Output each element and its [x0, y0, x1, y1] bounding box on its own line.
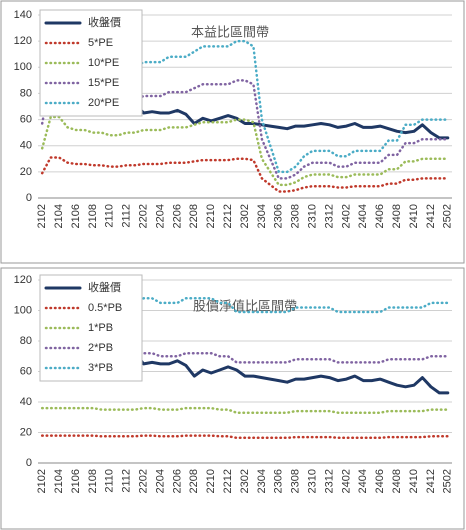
chart-title: 股價淨值比區間帶 [193, 298, 297, 313]
x-tick-label: 2304 [256, 204, 268, 228]
legend-label: 0.5*PB [88, 302, 122, 314]
y-tick-label: 20 [20, 426, 32, 438]
x-tick-label: 2204 [154, 469, 166, 493]
legend-label: 2*PB [88, 342, 113, 354]
y-tick-label: 80 [20, 87, 32, 99]
y-tick-label: 80 [20, 335, 32, 347]
x-tick-label: 2410 [408, 469, 420, 493]
y-tick-label: 40 [20, 140, 32, 152]
y-tick-label: 100 [14, 61, 32, 73]
x-tick-label: 2410 [408, 204, 420, 228]
x-tick-label: 2306 [273, 469, 285, 493]
x-tick-label: 2112 [121, 469, 133, 493]
x-tick-label: 2306 [273, 204, 285, 228]
legend-label: 20*PE [88, 97, 119, 109]
x-tick-label: 2502 [442, 204, 454, 228]
x-tick-label: 2404 [357, 204, 369, 228]
x-tick-label: 2308 [290, 469, 302, 493]
x-tick-label: 2402 [340, 469, 352, 493]
y-tick-label: 40 [20, 396, 32, 408]
x-tick-label: 2104 [53, 469, 65, 493]
x-tick-label: 2304 [256, 469, 268, 493]
x-tick-label: 2208 [188, 204, 200, 228]
y-tick-label: 140 [14, 9, 32, 21]
x-tick-label: 2202 [138, 204, 150, 228]
x-tick-label: 2502 [442, 469, 454, 493]
x-tick-label: 2302 [239, 469, 251, 493]
x-tick-label: 2108 [87, 204, 99, 228]
chart-title: 本益比區間帶 [191, 24, 269, 39]
x-tick-label: 2102 [36, 204, 48, 228]
legend-box [39, 274, 143, 382]
legend-label: 收盤價 [88, 15, 121, 29]
series-line [40, 406, 450, 414]
x-tick-label: 2110 [104, 204, 116, 228]
x-tick-label: 2212 [222, 204, 234, 228]
x-tick-label: 2106 [70, 204, 82, 228]
series-line [40, 115, 450, 187]
x-tick-label: 2110 [104, 469, 116, 493]
legend-box [39, 9, 143, 117]
series-line [40, 434, 450, 440]
x-tick-label: 2408 [391, 204, 403, 228]
x-tick-label: 2312 [323, 469, 335, 493]
x-tick-label: 2412 [425, 204, 437, 228]
x-tick-label: 2212 [222, 469, 234, 493]
legend-label: 1*PB [88, 322, 113, 334]
x-tick-label: 2310 [306, 469, 318, 493]
x-tick-label: 2206 [171, 469, 183, 493]
x-tick-label: 2406 [374, 204, 386, 228]
x-tick-label: 2202 [138, 469, 150, 493]
x-tick-label: 2210 [205, 469, 217, 493]
x-tick-label: 2302 [239, 204, 251, 228]
y-tick-label: 120 [14, 274, 32, 286]
x-tick-label: 2412 [425, 469, 437, 493]
legend-label: 3*PB [88, 362, 113, 374]
x-tick-label: 2402 [340, 204, 352, 228]
x-tick-label: 2102 [36, 469, 48, 493]
x-tick-label: 2210 [205, 204, 217, 228]
x-tick-label: 2108 [87, 469, 99, 493]
y-tick-label: 60 [20, 365, 32, 377]
y-tick-label: 60 [20, 113, 32, 125]
x-tick-label: 2208 [188, 469, 200, 493]
x-tick-label: 2308 [290, 204, 302, 228]
x-tick-label: 2408 [391, 469, 403, 493]
x-tick-label: 2312 [323, 204, 335, 228]
legend-label: 15*PE [88, 77, 119, 89]
x-tick-label: 2404 [357, 469, 369, 493]
y-tick-label: 0 [26, 457, 32, 469]
y-tick-label: 100 [14, 304, 32, 316]
legend-label: 5*PE [88, 37, 113, 49]
x-tick-label: 2206 [171, 204, 183, 228]
y-tick-label: 20 [20, 166, 32, 178]
legend-label: 收盤價 [88, 280, 121, 294]
x-tick-label: 2310 [306, 204, 318, 228]
x-tick-label: 2104 [53, 204, 65, 228]
y-tick-label: 120 [14, 35, 32, 47]
x-tick-label: 2204 [154, 204, 166, 228]
y-tick-label: 0 [26, 192, 32, 204]
x-tick-label: 2112 [121, 204, 133, 228]
x-tick-label: 2106 [70, 469, 82, 493]
x-tick-label: 2406 [374, 469, 386, 493]
legend-label: 10*PE [88, 57, 119, 69]
